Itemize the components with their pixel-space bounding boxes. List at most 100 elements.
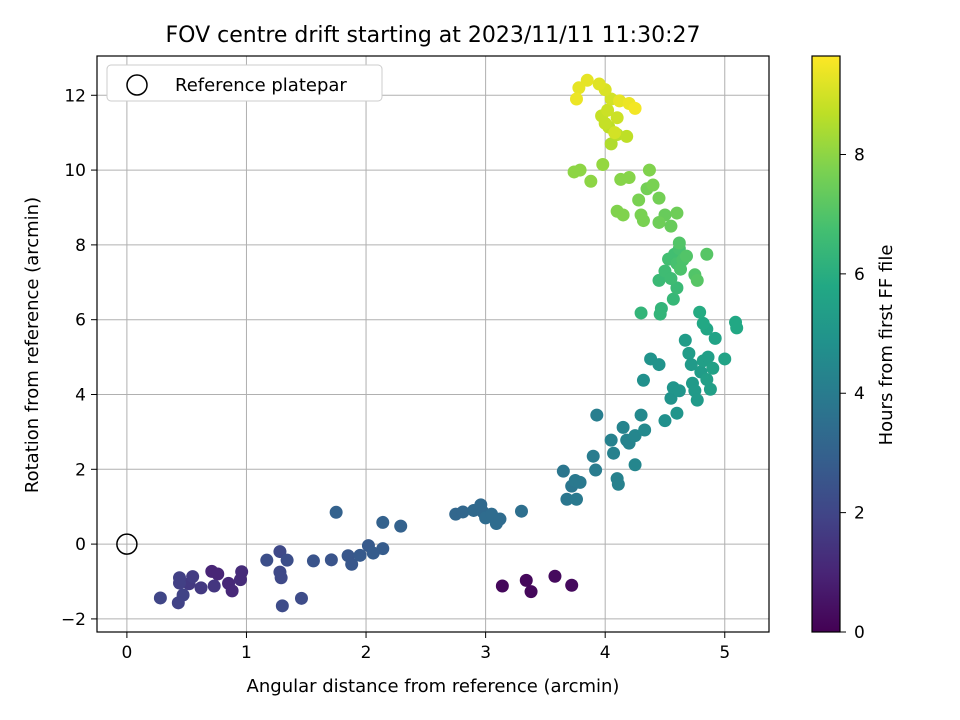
colorbar-tick-label: 2 — [854, 504, 865, 524]
data-point — [679, 249, 693, 263]
data-point — [524, 585, 538, 599]
data-point — [353, 548, 367, 562]
colorbar-label: Hours from first FF file — [876, 245, 897, 446]
data-point — [273, 545, 287, 559]
y-tick-label: 10 — [64, 161, 86, 181]
reference-marker — [116, 533, 138, 555]
data-point — [294, 591, 308, 605]
data-point — [493, 512, 507, 526]
axes-frame — [96, 55, 770, 633]
data-point — [682, 346, 696, 360]
data-point — [306, 554, 320, 568]
colorbar-tick-label: 4 — [854, 384, 865, 404]
x-tick-label: 1 — [241, 643, 252, 663]
data-point — [664, 272, 678, 286]
colorbar-tick-label: 0 — [854, 623, 865, 643]
data-point — [275, 599, 289, 613]
y-axis-ticks: −2 0 2 4 6 8 10 12 — [61, 86, 97, 630]
data-point — [596, 157, 610, 171]
legend-box — [106, 64, 383, 102]
data-point — [548, 569, 562, 583]
data-point — [690, 393, 704, 407]
data-point — [652, 191, 666, 205]
data-point — [211, 567, 225, 581]
data-point — [611, 477, 625, 491]
x-tick-label: 2 — [361, 643, 372, 663]
data-point — [616, 420, 630, 434]
data-point — [700, 247, 714, 261]
data-point — [560, 492, 574, 506]
x-tick-label: 0 — [121, 643, 132, 663]
data-point — [604, 137, 618, 151]
data-point — [708, 331, 722, 345]
data-point — [658, 414, 672, 428]
data-point — [514, 504, 528, 518]
chart-title: FOV centre drift starting at 2023/11/11 … — [166, 23, 701, 48]
y-tick-label: −2 — [61, 610, 86, 630]
data-point — [235, 565, 249, 579]
data-point — [584, 174, 598, 188]
data-point — [324, 553, 338, 567]
data-point — [569, 92, 583, 106]
y-tick-label: 2 — [75, 460, 86, 480]
y-tick-label: 12 — [64, 86, 86, 106]
x-tick-label: 4 — [600, 643, 611, 663]
data-point — [569, 492, 583, 506]
data-point — [684, 358, 698, 372]
data-point — [601, 103, 615, 117]
data-point — [670, 281, 684, 295]
y-tick-label: 8 — [75, 236, 86, 256]
data-point — [664, 391, 678, 405]
data-point — [628, 101, 642, 115]
data-point — [670, 206, 684, 220]
data-point — [634, 306, 648, 320]
data-point — [646, 178, 660, 192]
colorbar-ticks: 0 2 4 6 8 — [840, 145, 865, 643]
colorbar-tick-label: 6 — [854, 265, 865, 285]
data-point — [260, 553, 274, 567]
data-point — [670, 406, 684, 420]
data-point — [642, 163, 656, 177]
data-point — [701, 350, 715, 364]
data-point — [638, 423, 652, 437]
data-point — [280, 553, 294, 567]
data-point — [556, 464, 570, 478]
data-point — [620, 129, 634, 143]
data-point — [376, 515, 390, 529]
data-point — [678, 333, 692, 347]
data-point — [519, 573, 533, 587]
data-point — [173, 571, 187, 585]
grid-lines — [97, 56, 769, 632]
data-point — [666, 292, 680, 306]
data-point — [607, 446, 621, 460]
data-point — [573, 163, 587, 177]
data-point — [610, 111, 624, 125]
y-axis-label: Rotation from reference (arcmin) — [22, 197, 43, 493]
data-point — [456, 505, 470, 519]
y-tick-label: 6 — [75, 311, 86, 331]
legend-open-circle-marker — [126, 74, 148, 96]
data-point — [225, 584, 239, 598]
data-point — [274, 571, 288, 585]
data-point — [207, 579, 221, 593]
data-point — [329, 505, 343, 519]
data-point — [703, 382, 717, 396]
data-point — [495, 579, 509, 593]
data-point — [690, 273, 704, 287]
data-point — [565, 578, 579, 592]
data-point — [672, 384, 686, 398]
data-point — [636, 373, 650, 387]
data-point — [636, 214, 650, 228]
legend: Reference platepar — [106, 64, 383, 102]
data-point — [652, 358, 666, 372]
data-point — [628, 458, 642, 472]
data-point — [604, 433, 618, 447]
x-tick-label: 3 — [480, 643, 491, 663]
x-axis-ticks: 0 1 2 3 4 5 — [121, 632, 730, 663]
data-points — [153, 73, 744, 613]
legend-label: Reference platepar — [175, 75, 347, 96]
x-tick-label: 5 — [719, 643, 730, 663]
data-point — [730, 321, 744, 335]
data-point — [592, 77, 606, 91]
